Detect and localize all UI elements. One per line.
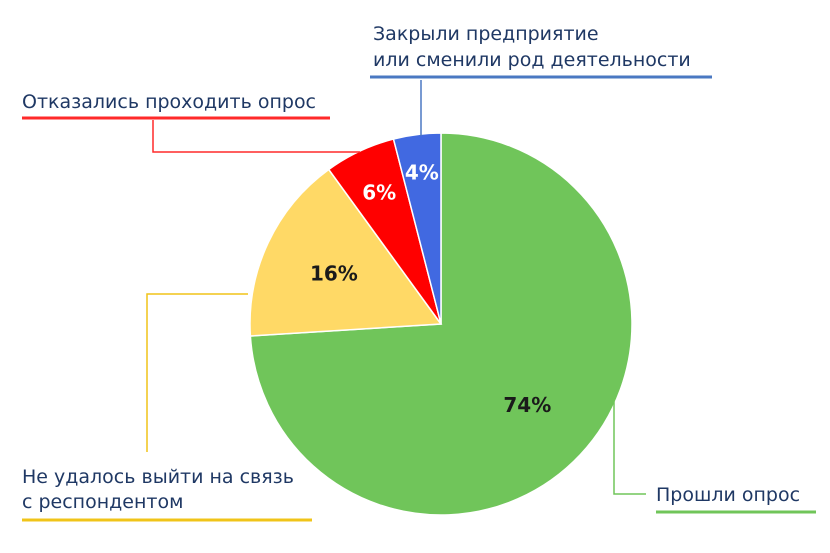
label-refused: Отказались проходить опрос bbox=[22, 91, 316, 113]
slice-closed bbox=[392, 132, 442, 325]
label-closed: Закрыли предприятие или сменили род деят… bbox=[373, 23, 691, 71]
label-closed-line1: Закрыли предприятие bbox=[373, 23, 599, 45]
percent-labels: 74% 16% 6% 4% bbox=[310, 160, 551, 417]
pct-refused: 6% bbox=[362, 181, 396, 205]
leader-line-no-contact bbox=[146, 293, 248, 452]
leader-line-refused bbox=[152, 120, 360, 153]
leader-line-passed bbox=[613, 395, 646, 495]
label-no-contact-line2: с респондентом bbox=[22, 491, 183, 513]
label-no-contact: Не удалось выйти на связь с респондентом bbox=[22, 466, 300, 513]
pct-passed: 74% bbox=[503, 393, 551, 417]
label-closed-line2: или сменили род деятельности bbox=[373, 49, 691, 71]
pct-closed: 4% bbox=[405, 160, 439, 184]
pct-no-contact: 16% bbox=[310, 262, 358, 286]
label-no-contact-line1: Не удалось выйти на связь bbox=[22, 466, 294, 488]
slice-no-contact bbox=[249, 168, 443, 337]
pie-slices bbox=[249, 132, 633, 516]
label-passed: Прошли опрос bbox=[656, 484, 800, 506]
